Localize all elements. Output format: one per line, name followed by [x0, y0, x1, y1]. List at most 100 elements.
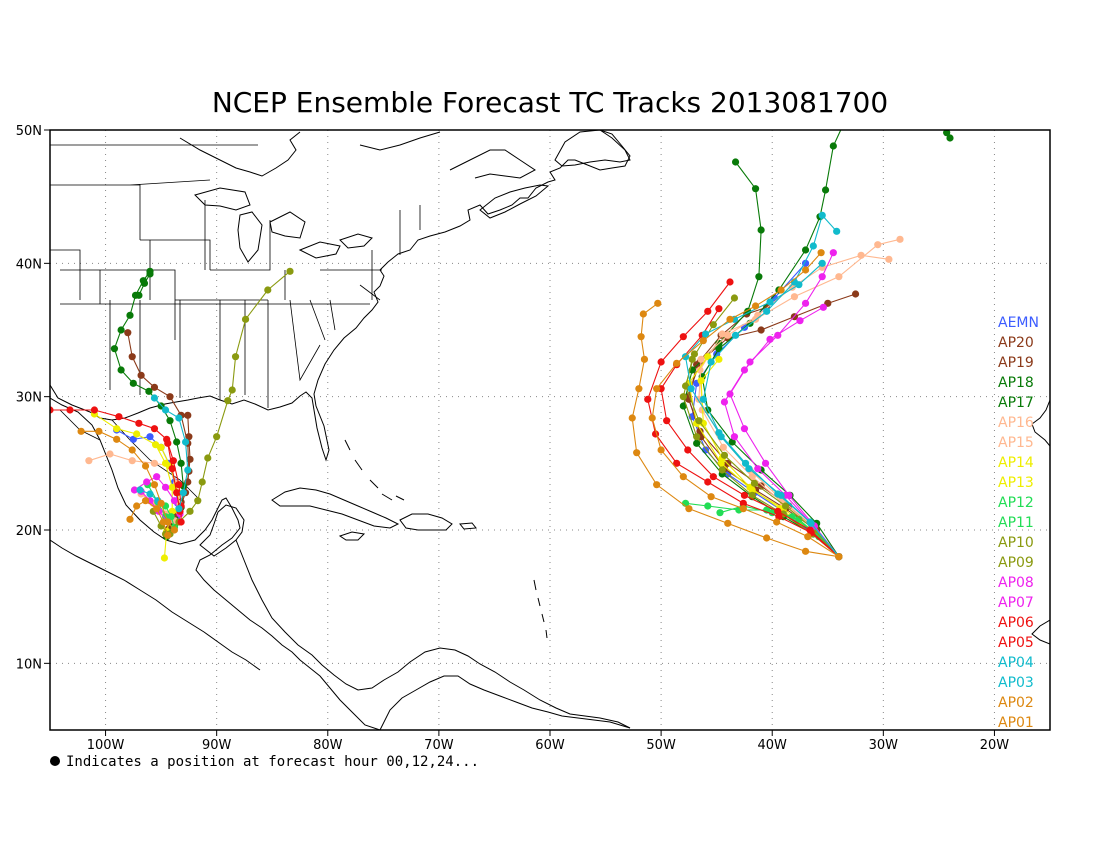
track-point-ap06 [739, 499, 747, 507]
track-point-ap16 [748, 473, 756, 481]
footnote: Indicates a position at forecast hour 00… [66, 754, 479, 770]
legend-entry-ap03: AP03 [998, 675, 1034, 691]
track-point-ap01 [141, 497, 150, 505]
track-point-ap03 [766, 298, 774, 306]
track-point-ap01 [653, 385, 661, 393]
track-point-ap04 [809, 242, 817, 250]
track-point-ap01 [699, 337, 707, 345]
track-point-ap20 [757, 326, 765, 334]
track-point-ap05 [774, 507, 782, 515]
x-tick-label: 60W [535, 738, 565, 753]
track-point-ap08 [153, 473, 161, 481]
track-point-ap09 [690, 350, 699, 358]
track-point-ap10 [718, 466, 726, 474]
cuba-coastline [271, 487, 400, 529]
jamaica-coastline [338, 531, 366, 541]
track-point-ap01 [751, 302, 760, 310]
track-point-ap18 [679, 402, 687, 410]
track-point-ap15 [885, 255, 893, 263]
track-point-ap03 [136, 486, 144, 494]
track-point-ap07 [720, 398, 729, 406]
track-point-ap07 [740, 366, 749, 374]
track-point-ap02 [157, 499, 165, 507]
track-point-ap08 [161, 483, 170, 491]
track-point-ap01 [679, 473, 687, 481]
track-point-ap06 [679, 333, 687, 341]
track-point-ap06 [115, 413, 123, 421]
legend-entry-ap17: AP17 [998, 395, 1034, 411]
track-point-ap19 [185, 433, 193, 441]
track-point-ap03 [146, 490, 154, 498]
ensemble-legend: AEMN AP20 AP19 AP18 AP17 AP16 AP15 AP14 AP13 AP12… [998, 315, 1039, 731]
track-point-ap17 [140, 279, 149, 287]
track-point-ap02 [77, 427, 85, 435]
track-point-ap12 [167, 513, 175, 521]
track-point-ap20 [137, 371, 145, 379]
x-tick-label: 80W [313, 738, 343, 753]
track-point-ap06 [726, 278, 734, 286]
track-point-ap07 [819, 303, 827, 311]
track-point-ap02 [95, 427, 103, 435]
track-point-ap01 [657, 446, 665, 454]
track-point-ap02 [685, 505, 693, 513]
track-point-ap12 [704, 502, 712, 510]
track-point-ap10 [231, 353, 240, 361]
legend-entry-ap20: AP20 [998, 335, 1034, 351]
newfoundland-coastline [554, 130, 631, 167]
y-tick-label: 30N [16, 391, 42, 406]
legend-entry-ap13: AP13 [998, 475, 1034, 491]
x-tick-label: 100W [87, 738, 125, 753]
track-point-ap03 [818, 259, 826, 267]
track-point-ap13 [697, 377, 705, 385]
north-america-coastline [50, 130, 631, 462]
track-point-ap06 [704, 307, 712, 315]
track-point-ap18 [117, 366, 125, 374]
track-point-ap05 [663, 417, 671, 425]
chart-title: NCEP Ensemble Forecast TC Tracks 2013081… [212, 86, 888, 119]
track-point-ap19 [184, 411, 192, 419]
africa-coastline [1031, 399, 1050, 645]
track-point-ap19 [186, 455, 194, 463]
south-america-coastline [379, 675, 631, 730]
x-tick-label: 20W [980, 738, 1010, 753]
track-point-ap10 [241, 315, 250, 323]
track-point-ap10 [264, 286, 272, 294]
track-point-ap11 [716, 509, 724, 517]
track-point-ap18 [117, 326, 125, 334]
track-point-ap17 [801, 246, 810, 254]
track-point-ap10 [198, 478, 206, 486]
track-point-ap05 [715, 305, 723, 313]
pacific-coastline [50, 539, 261, 671]
track-point-ap18 [177, 459, 185, 467]
track-point-ap02 [763, 534, 771, 542]
track-point-ap06 [90, 406, 99, 414]
track-point-ap08 [761, 459, 770, 467]
track-point-ap10 [204, 454, 212, 462]
track-point-ap01 [777, 286, 785, 294]
track-point-ap01 [133, 502, 141, 510]
track-point-ap03 [715, 429, 723, 437]
legend-entry-ap10: AP10 [998, 535, 1034, 551]
track-point-ap06 [177, 518, 185, 526]
track-point-ap10 [730, 294, 739, 302]
track-point-aemn [129, 435, 137, 443]
track-point-ap18 [755, 273, 763, 281]
track-point-ap01 [726, 315, 734, 323]
track-point-ap08 [170, 497, 179, 505]
track-point-ap02 [170, 526, 179, 534]
legend-entry-ap07: AP07 [998, 595, 1034, 611]
lesser-antilles-coastline [533, 579, 548, 639]
track-point-ap02 [639, 310, 647, 318]
y-axis-ticks: 50N 40N 30N 20N 10N [16, 124, 50, 672]
track-point-ap03 [687, 385, 695, 393]
track-point-ap14 [168, 483, 176, 491]
track-point-ap16 [896, 235, 904, 243]
track-point-ap01 [159, 518, 167, 526]
track-point-ap03 [701, 330, 710, 338]
track-point-ap11 [795, 515, 803, 523]
track-point-ap16 [106, 450, 114, 458]
track-point-ap03 [741, 459, 750, 467]
track-point-ap01 [739, 505, 747, 513]
track-point-ap14 [133, 430, 141, 438]
legend-entry-ap08: AP08 [998, 575, 1034, 591]
